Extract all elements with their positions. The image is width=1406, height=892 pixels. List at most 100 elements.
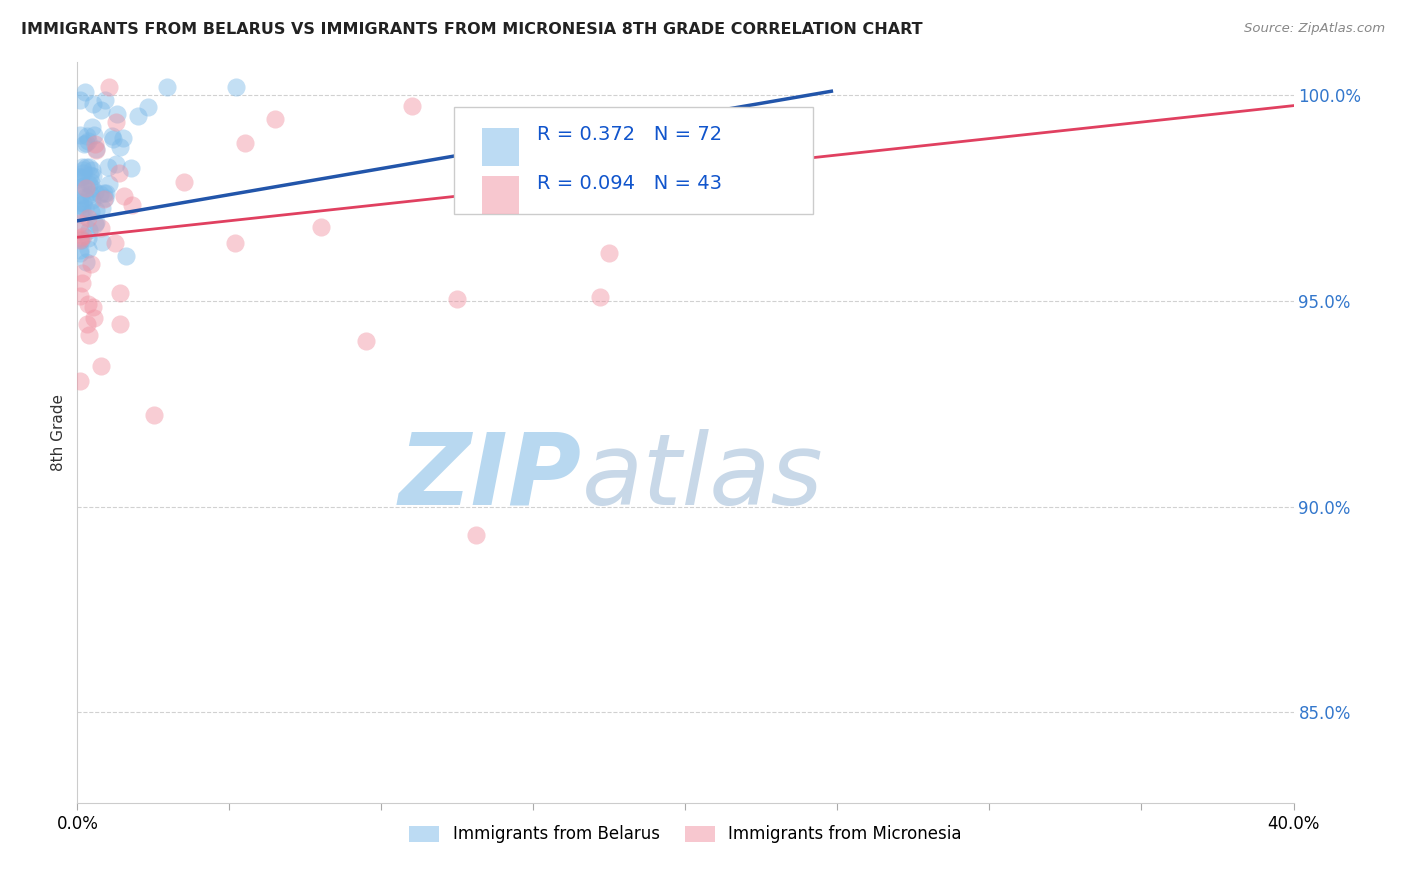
Point [104,115,127,129]
Point [589,290,612,304]
Text: R = 0.372   N = 72: R = 0.372 N = 72 [537,126,723,145]
Point [73,85,96,99]
Point [84,185,107,199]
Point [69,172,91,186]
Point [80,193,103,207]
Point [72,166,94,180]
Point [90,359,112,373]
Point [70,266,93,280]
Point [136,100,159,114]
Point [464,528,486,542]
Point [83,128,105,142]
Point [97,160,120,174]
Point [77,178,100,192]
Point [79,204,101,219]
Point [84,142,107,156]
Point [69,169,91,184]
Point [90,221,112,235]
Point [69,374,91,388]
Point [75,160,97,174]
Point [82,300,104,314]
FancyBboxPatch shape [454,107,813,214]
Point [69,194,91,209]
Point [90,103,112,117]
Point [108,286,131,301]
Point [108,166,131,180]
Point [80,120,103,134]
Point [69,231,91,245]
Point [84,144,107,158]
Point [97,80,120,95]
Text: ZIP: ZIP [399,428,582,525]
Point [69,207,91,221]
Point [77,242,100,256]
Point [76,317,98,331]
Point [83,217,105,231]
Point [93,192,115,206]
Point [103,235,125,250]
Point [72,229,94,244]
Point [73,190,96,204]
Point [79,223,101,237]
Point [77,297,100,311]
Point [225,80,247,95]
Point [508,190,530,204]
Point [69,169,91,184]
Point [69,289,91,303]
Point [76,211,98,225]
Point [70,161,93,175]
Point [101,128,124,143]
Point [93,186,115,201]
Point [108,139,131,153]
Point [77,231,100,245]
Point [75,255,97,269]
Point [72,163,94,178]
Point [76,134,98,148]
Point [70,203,93,218]
Point [91,235,114,249]
Bar [482,128,519,166]
Point [82,169,104,183]
Point [69,233,91,247]
Point [446,293,468,307]
Point [121,197,143,211]
Point [401,99,423,113]
Point [84,215,107,229]
Point [127,109,149,123]
Point [75,181,97,195]
Point [173,175,195,189]
Point [69,245,91,260]
Point [69,180,91,194]
Point [309,220,332,235]
Point [69,94,91,108]
Point [77,160,100,174]
Text: R = 0.094   N = 43: R = 0.094 N = 43 [537,174,723,193]
Point [76,129,98,144]
Point [96,186,118,200]
Point [115,249,138,263]
Point [720,136,742,150]
Point [69,233,91,247]
Point [79,168,101,182]
Point [354,334,377,348]
Point [69,198,91,212]
Point [84,202,107,217]
Point [83,310,105,325]
Point [69,216,91,230]
Point [120,161,142,175]
Point [69,224,91,238]
Point [79,327,101,342]
Point [105,106,128,120]
Point [156,80,179,95]
Point [108,318,131,332]
Point [82,163,104,178]
Point [80,175,103,189]
Point [233,136,256,150]
Point [70,187,93,202]
Point [142,408,165,422]
Point [73,137,96,152]
Point [80,257,103,271]
Point [94,93,117,107]
Point [75,201,97,215]
Point [83,136,105,151]
